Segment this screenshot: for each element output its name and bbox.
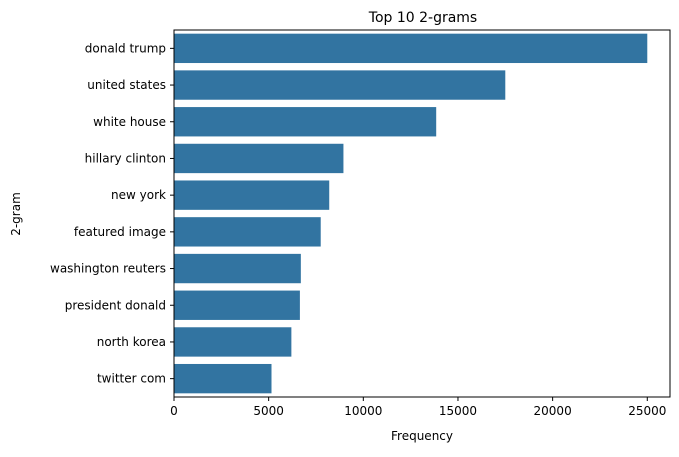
x-axis-label: Frequency [391,429,453,443]
y-tick-label: featured image [74,225,166,239]
y-tick-label: united states [87,78,166,92]
y-tick-label: donald trump [85,41,166,55]
x-tick-label: 0 [170,404,178,418]
x-tick-label: 20000 [534,404,572,418]
plot-frame [173,29,671,398]
x-tick-label: 10000 [344,404,382,418]
x-axis-ticks: 0 5000 10000 15000 20000 25000 [170,397,666,418]
bar-9 [174,363,272,394]
x-tick-label: 5000 [253,404,284,418]
y-axis-label: 2-gram [9,192,23,236]
y-axis-ticks: donald trump united states white house hill… [50,41,174,386]
bar-6 [174,253,301,284]
y-tick-label: white house [93,115,166,129]
y-tick-label: president donald [65,298,166,312]
y-tick-label: hillary clinton [85,151,166,165]
y-tick-label: north korea [97,335,166,349]
bar-4 [174,180,330,210]
y-tick-label: new york [111,188,166,202]
bar-8 [174,327,292,357]
bar-0 [174,33,648,64]
bar-2 [174,107,437,137]
bar-3 [174,143,344,174]
bars [174,33,648,394]
x-tick-label: 25000 [628,404,666,418]
bar-1 [174,70,506,100]
x-tick-label: 15000 [439,404,477,418]
bar-7 [174,290,300,320]
bar-5 [174,217,321,247]
chart-title: Top 10 2-grams [368,10,477,26]
y-tick-label: twitter com [97,372,166,386]
y-tick-label: washington reuters [50,262,166,276]
